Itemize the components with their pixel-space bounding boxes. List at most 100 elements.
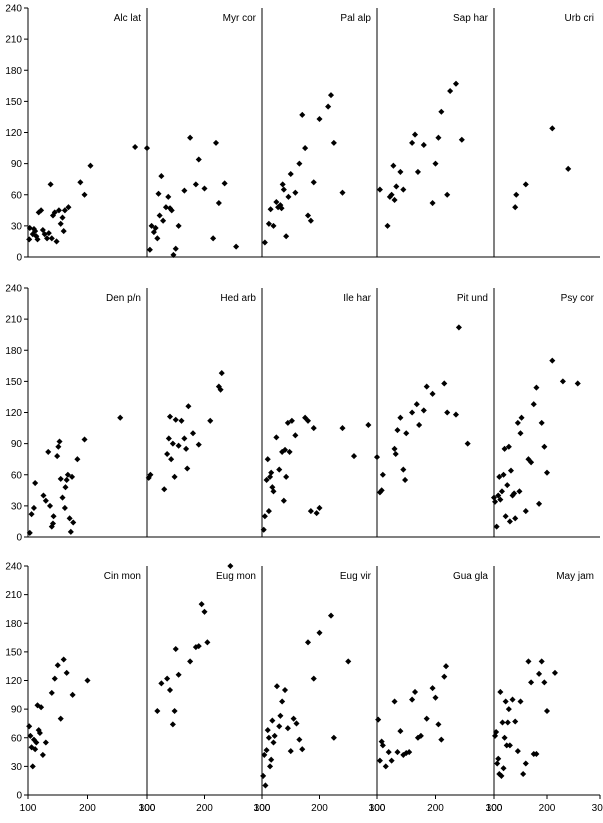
data-point [29, 763, 36, 770]
data-point [59, 214, 66, 221]
data-point [397, 414, 404, 421]
data-point [530, 401, 537, 408]
data-point [528, 459, 535, 466]
x-tick-label: 300 [592, 803, 603, 814]
data-point [165, 193, 172, 200]
data-point [273, 198, 280, 206]
data-point [81, 436, 88, 443]
data-point [409, 409, 416, 416]
data-point [423, 383, 430, 390]
data-point [316, 629, 323, 636]
panel-title: Urb cri [565, 13, 594, 24]
data-point [382, 763, 389, 770]
data-point [299, 111, 306, 118]
data-point [435, 721, 442, 728]
data-point [279, 181, 286, 188]
y-tick-label: 240 [5, 4, 22, 15]
data-point [293, 720, 300, 727]
data-point [497, 496, 504, 503]
data-point [522, 508, 529, 515]
data-point [69, 691, 76, 698]
x-tick-label: 200 [79, 803, 96, 814]
data-point [502, 513, 509, 520]
data-point [268, 469, 275, 476]
data-point [187, 658, 194, 665]
data-point [33, 739, 40, 746]
data-point [172, 645, 179, 653]
data-point [565, 165, 572, 172]
data-point [172, 245, 179, 252]
data-point [325, 103, 332, 110]
data-point [412, 688, 419, 695]
data-point [541, 443, 548, 450]
data-point [77, 179, 84, 186]
y-tick-label: 30 [11, 762, 23, 773]
data-point [292, 432, 299, 439]
data-point [261, 239, 268, 246]
data-point [525, 658, 532, 665]
data-point [533, 750, 540, 757]
data-point [496, 473, 503, 480]
panel-title: Den p/n [106, 293, 141, 304]
data-point [420, 407, 427, 414]
y-tick-label: 60 [11, 190, 23, 201]
data-point [528, 679, 535, 686]
data-point [171, 473, 178, 480]
data-point [146, 246, 153, 253]
data-point [267, 763, 274, 770]
data-point [210, 235, 217, 242]
data-point [61, 207, 68, 214]
data-point [304, 417, 312, 424]
data-point [36, 729, 43, 737]
data-point [444, 409, 451, 416]
data-point [44, 235, 51, 242]
data-point [452, 411, 459, 418]
data-point [28, 744, 35, 751]
data-point [464, 440, 471, 447]
data-point [267, 206, 274, 213]
data-point [53, 238, 60, 245]
data-point [51, 209, 58, 216]
data-point [189, 430, 197, 437]
data-point [161, 486, 168, 493]
data-point [438, 108, 445, 115]
x-tick-label: 100 [369, 803, 386, 814]
data-point [271, 732, 278, 739]
data-point [261, 751, 268, 758]
data-point [379, 742, 386, 749]
data-point [339, 425, 346, 432]
data-point [541, 679, 548, 686]
data-point [285, 193, 292, 200]
data-point [296, 736, 303, 743]
data-point [178, 417, 185, 424]
data-point [287, 170, 294, 178]
data-point [516, 488, 523, 495]
data-point [281, 446, 289, 453]
data-point [350, 453, 358, 460]
x-tick-label: 100 [139, 803, 156, 814]
data-point [192, 181, 199, 188]
data-point [56, 438, 63, 445]
data-point [286, 448, 293, 455]
panel-title: Gua gla [453, 571, 488, 582]
data-point [27, 732, 34, 739]
data-point [268, 756, 275, 763]
data-point [65, 204, 72, 211]
data-point [493, 729, 500, 736]
data-point [316, 115, 323, 123]
data-point [54, 453, 61, 460]
data-point [280, 497, 287, 504]
data-point [221, 180, 228, 187]
data-point [265, 220, 272, 227]
data-point [198, 601, 205, 608]
data-point [441, 673, 448, 680]
data-point [406, 749, 413, 756]
data-point [506, 518, 513, 525]
data-point [447, 87, 454, 95]
data-point [69, 473, 76, 480]
data-point [494, 760, 501, 767]
data-point [267, 473, 274, 480]
data-point [132, 144, 139, 151]
data-point [262, 782, 269, 789]
y-tick-label: 180 [5, 66, 22, 77]
